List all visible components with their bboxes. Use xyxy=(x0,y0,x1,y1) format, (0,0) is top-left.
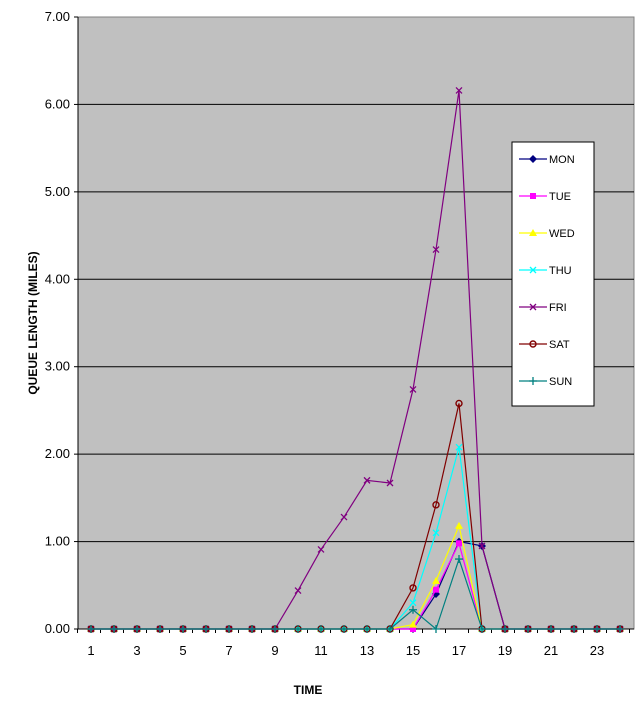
series-sun xyxy=(87,555,624,633)
point-wed-marker xyxy=(432,576,440,584)
legend-entry-sat: SAT xyxy=(519,339,570,351)
x-tick-label: 13 xyxy=(360,643,374,658)
point-sun-marker xyxy=(156,625,164,633)
point-sun-marker xyxy=(179,625,187,633)
y-tick-labels: 0.00 1.00 2.00 3.00 4.00 5.00 6.00 7.00 xyxy=(45,9,70,636)
point-fri-marker xyxy=(363,476,371,484)
point-sun-marker xyxy=(202,625,210,633)
point-sun-marker xyxy=(570,625,578,633)
legend-label-sun: SUN xyxy=(549,376,572,388)
legend-wed-marker xyxy=(529,229,537,236)
point-fri-marker xyxy=(409,385,417,393)
y-axis-title: QUEUE LENGTH (MILES) xyxy=(26,251,40,394)
x-tick-label: 21 xyxy=(544,643,558,658)
point-sat-marker xyxy=(455,399,463,408)
point-tue-marker xyxy=(433,586,439,593)
point-sun-marker xyxy=(294,625,302,633)
legend-entry-wed: WED xyxy=(519,228,575,240)
point-fri-marker xyxy=(386,479,394,487)
series-lines xyxy=(87,86,624,633)
point-sun-marker xyxy=(248,625,256,633)
legend-entry-sun: SUN xyxy=(519,376,572,388)
x-tick-label: 23 xyxy=(590,643,604,658)
x-tick-label: 11 xyxy=(314,643,328,658)
legend: MON TUE WED THU FRI SAT SUN xyxy=(511,141,595,407)
point-sat-marker xyxy=(432,501,440,509)
point-fri-marker xyxy=(478,542,486,550)
point-sun-marker xyxy=(317,625,325,633)
legend-sat-marker xyxy=(529,340,537,348)
point-thu-marker xyxy=(409,599,417,607)
legend-entry-thu: THU xyxy=(519,265,572,277)
x-tick-label: 3 xyxy=(133,643,140,658)
point-sun-marker xyxy=(225,625,233,633)
point-sun-marker xyxy=(363,625,371,633)
legend-entry-fri: FRI xyxy=(519,302,567,314)
point-sun-marker xyxy=(386,625,394,633)
legend-entry-mon: MON xyxy=(519,154,575,166)
point-wed-marker xyxy=(409,620,417,628)
legend-label-thu: THU xyxy=(549,265,572,277)
legend-tue-marker xyxy=(530,193,536,199)
point-thu-marker xyxy=(432,529,440,537)
legend-thu-marker xyxy=(529,266,537,274)
x-tick-label: 7 xyxy=(225,643,232,658)
x-tick-labels: 1 3 5 7 9 11 13 15 17 19 21 23 xyxy=(87,643,604,658)
point-sun-marker xyxy=(455,555,463,564)
x-tick-label: 15 xyxy=(406,643,420,658)
point-fri-marker xyxy=(294,587,302,594)
y-tick-label: 0.00 xyxy=(45,621,70,636)
legend-mon-marker xyxy=(529,155,537,163)
legend-label-tue: TUE xyxy=(549,191,571,203)
point-sun-marker xyxy=(340,625,348,633)
point-sun-marker xyxy=(133,625,141,633)
point-sun-marker xyxy=(478,625,486,633)
point-fri-marker xyxy=(455,86,463,94)
point-sun-marker xyxy=(409,605,417,614)
point-wed-marker xyxy=(455,521,463,529)
legend-label-fri: FRI xyxy=(549,302,567,314)
point-sat-marker xyxy=(409,584,417,592)
y-tick-label: 2.00 xyxy=(45,446,70,461)
point-sun-marker xyxy=(593,625,601,633)
legend-sun-marker xyxy=(529,377,537,385)
y-tick-label: 6.00 xyxy=(45,96,70,111)
y-tick-label: 5.00 xyxy=(45,184,70,199)
point-sun-marker xyxy=(547,625,555,633)
x-tick-label: 19 xyxy=(498,643,512,658)
point-sun-marker xyxy=(524,625,532,633)
point-fri-marker xyxy=(432,246,440,254)
y-tick-label: 4.00 xyxy=(45,271,70,286)
point-fri-marker xyxy=(317,545,325,553)
legend-box xyxy=(511,141,595,407)
x-axis-title: TIME xyxy=(294,683,323,697)
legend-fri-marker xyxy=(529,303,537,311)
point-fri-marker xyxy=(340,513,348,521)
x-tick-label: 17 xyxy=(452,643,466,658)
legend-label-mon: MON xyxy=(549,154,575,166)
point-sun-marker xyxy=(271,625,279,633)
point-tue-marker xyxy=(410,626,416,632)
point-sun-marker xyxy=(87,625,95,633)
point-sun-marker xyxy=(110,625,118,633)
point-tue-marker xyxy=(456,540,462,547)
x-tick-label: 5 xyxy=(179,643,186,658)
x-tick-label: 9 xyxy=(271,643,278,658)
y-tick-label: 1.00 xyxy=(45,534,70,549)
legend-entry-tue: TUE xyxy=(519,191,571,203)
legend-label-wed: WED xyxy=(549,228,575,240)
x-tick-label: 1 xyxy=(87,643,94,658)
point-sun-marker xyxy=(501,625,509,633)
point-sun-marker xyxy=(616,625,624,633)
y-tick-label: 3.00 xyxy=(45,359,70,374)
legend-label-sat: SAT xyxy=(549,339,570,351)
point-thu-marker xyxy=(455,443,463,451)
point-sun-marker xyxy=(432,625,440,633)
y-tick-label: 7.00 xyxy=(45,9,70,24)
